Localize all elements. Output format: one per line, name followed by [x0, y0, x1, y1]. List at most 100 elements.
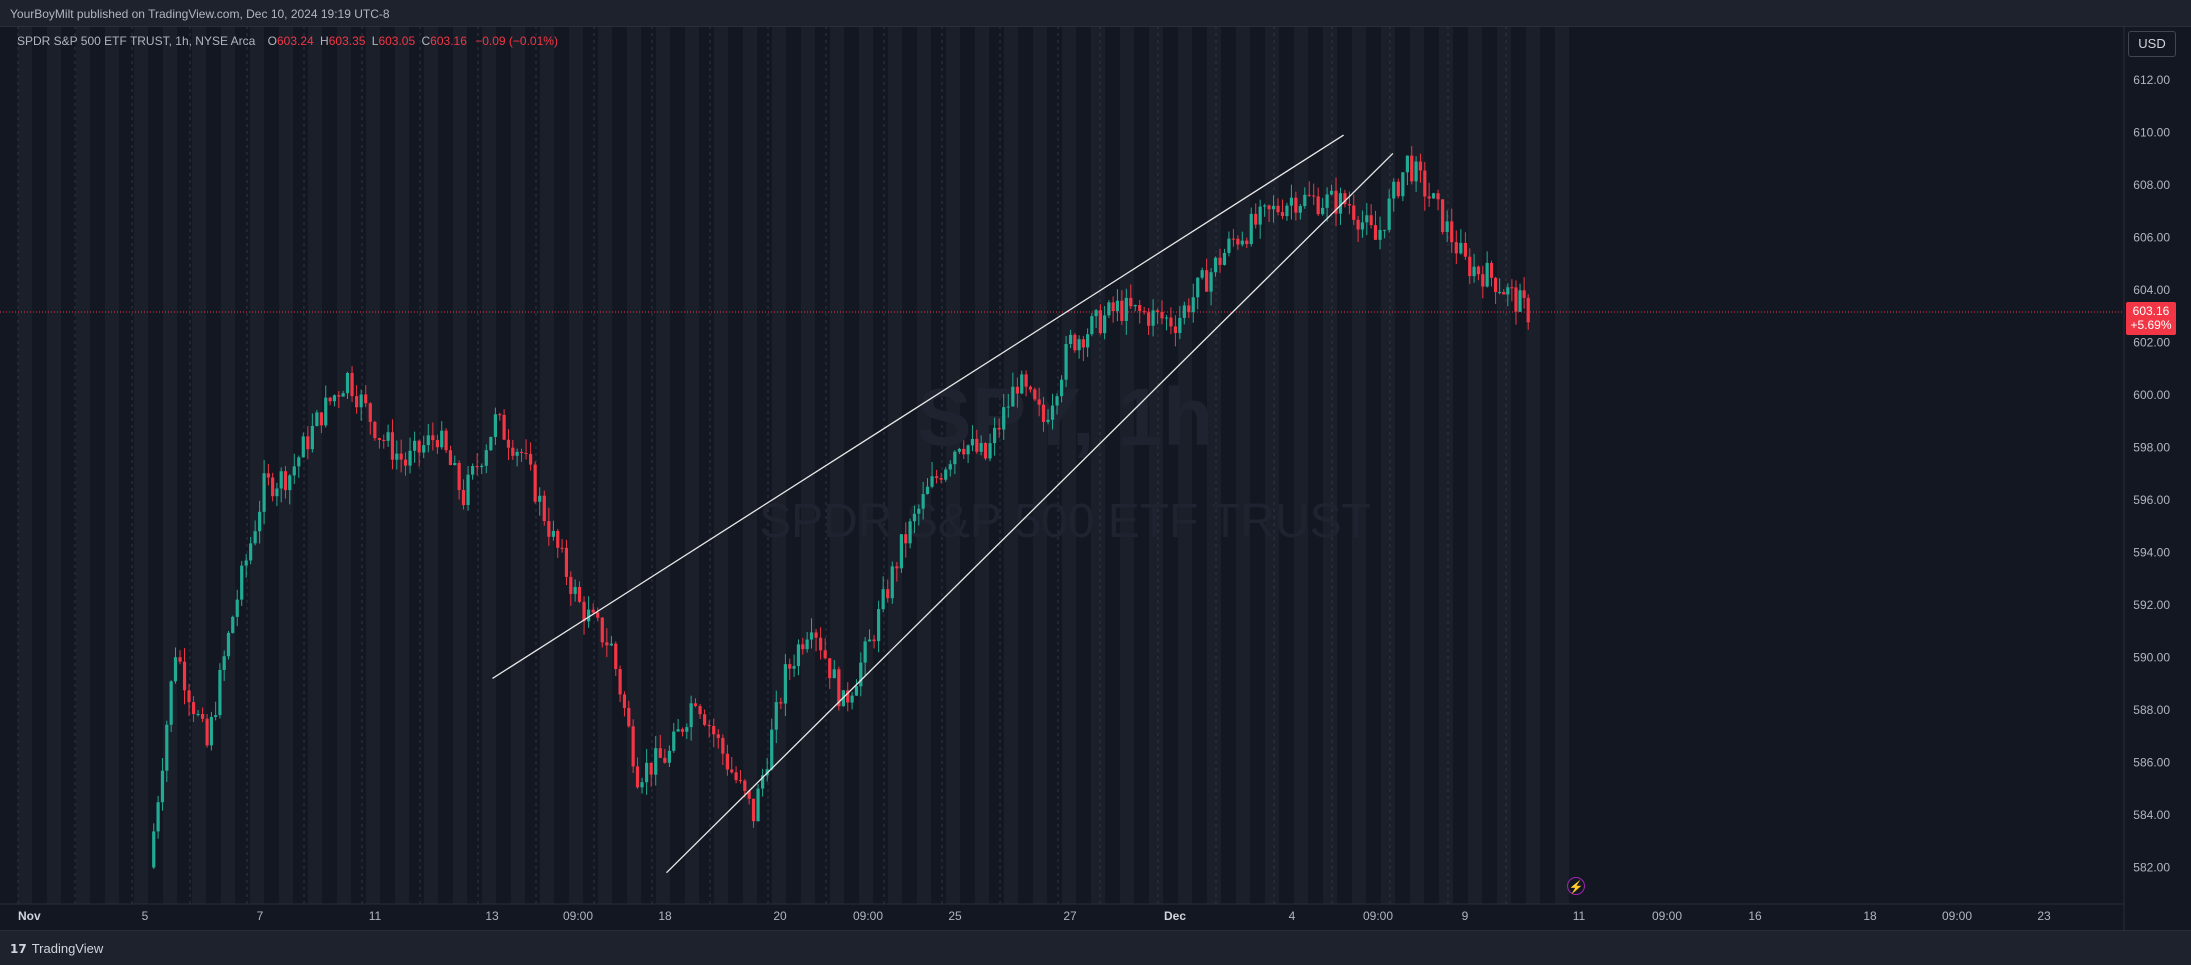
- candle-body: [957, 448, 961, 452]
- candle-body: [262, 473, 266, 512]
- candle-body: [1369, 215, 1373, 226]
- candle-body: [1015, 386, 1019, 394]
- candle-body: [1445, 221, 1449, 232]
- candle-body: [187, 690, 191, 703]
- price-axis[interactable]: 582.00 584.00 586.00 588.00 590.00 592.00 594.…: [2133, 73, 2170, 875]
- session-band: [1468, 26, 1482, 904]
- candle-body: [1396, 181, 1400, 197]
- candle-body: [182, 661, 187, 691]
- session-band: [221, 26, 235, 904]
- bottom-bar: 17 TradingView: [0, 930, 2191, 965]
- candle-body: [196, 713, 200, 715]
- session-band: [1294, 26, 1308, 904]
- candle-body: [854, 686, 859, 696]
- session-band: [47, 26, 61, 904]
- candle-body: [796, 644, 801, 667]
- candle-body: [1489, 262, 1494, 278]
- candle-body: [631, 726, 635, 767]
- candle-body: [1463, 242, 1467, 257]
- trendline-lower[interactable]: [666, 152, 1394, 874]
- session-band: [975, 26, 989, 904]
- session-band: [1207, 26, 1221, 904]
- candle-body: [533, 464, 537, 502]
- lightning-icon[interactable]: ⚡: [1567, 877, 1585, 895]
- candle-body: [165, 724, 169, 771]
- candle-body: [846, 690, 850, 703]
- time-axis[interactable]: Nov 5 7 11 13 09:00 18 20 09:00 25 27 Dec 4 09:00 9 11 0…: [18, 909, 2051, 923]
- candle-body: [1392, 181, 1396, 199]
- candle-body: [1050, 405, 1055, 420]
- tradingview-brand[interactable]: 17 TradingView: [10, 941, 103, 956]
- candle-body: [993, 427, 997, 444]
- candle-body: [1081, 339, 1085, 348]
- candles: [152, 146, 1530, 870]
- candle-body: [614, 643, 618, 670]
- session-band: [1410, 26, 1424, 904]
- candle-body: [1147, 312, 1151, 326]
- candle-body: [258, 511, 262, 532]
- candle-body: [551, 530, 555, 537]
- candle-body: [1329, 190, 1334, 195]
- candle-body: [770, 729, 774, 770]
- candle-body: [1510, 287, 1514, 289]
- time-tick-label: Nov: [18, 909, 41, 923]
- candle-body: [703, 714, 707, 725]
- trendline-upper[interactable]: [492, 134, 1344, 679]
- candle-body: [921, 494, 925, 509]
- candle-body: [1164, 317, 1169, 319]
- candle-body: [596, 612, 600, 618]
- candle-body: [1338, 193, 1343, 214]
- candle-body: [1020, 374, 1024, 394]
- candle-body: [205, 718, 209, 746]
- candle-body: [1006, 406, 1010, 408]
- candle-body: [377, 438, 381, 440]
- candle-body: [1312, 195, 1316, 197]
- candle-body: [1187, 305, 1191, 313]
- candle-body: [1173, 326, 1177, 334]
- candle-body: [489, 436, 493, 451]
- candle-body: [988, 443, 992, 459]
- candle-body: [734, 772, 738, 781]
- candle-body: [160, 770, 165, 803]
- time-tick-label: 5: [142, 909, 149, 923]
- candle-body: [364, 394, 368, 404]
- time-tick-label: 09:00: [1363, 909, 1393, 923]
- candle-body: [1138, 305, 1142, 312]
- candle-body: [622, 694, 627, 708]
- last-price-change: +5.69%: [2130, 318, 2172, 332]
- candle-body: [332, 395, 337, 402]
- candle-body: [805, 639, 809, 650]
- candle-body: [515, 451, 519, 456]
- candle-body: [743, 780, 747, 791]
- candle-body: [156, 802, 160, 832]
- candle-body: [712, 725, 716, 735]
- currency-button[interactable]: USD: [2128, 31, 2176, 57]
- candle-body: [1387, 198, 1391, 230]
- session-band: [1149, 26, 1163, 904]
- candle-body: [1365, 215, 1369, 223]
- candle-body: [1182, 305, 1186, 318]
- candle-body: [645, 762, 649, 783]
- candle-body: [466, 474, 470, 506]
- candle-body: [328, 397, 332, 402]
- candle-body: [214, 715, 218, 717]
- candle-body: [1245, 240, 1249, 245]
- price-tick-label: 608.00: [2133, 178, 2170, 192]
- candle-body: [890, 566, 894, 599]
- candle-body: [319, 412, 323, 426]
- watermark: SPY, 1h SPDR S&P 500 ETF TRUST: [759, 372, 1371, 548]
- session-band: [76, 26, 90, 904]
- candle-body: [1307, 194, 1311, 196]
- time-tick-label: 09:00: [563, 909, 593, 923]
- symbol-legend[interactable]: SPDR S&P 500 ETF TRUST, 1h, NYSE Arca O6…: [17, 34, 558, 48]
- candle-body: [355, 396, 359, 408]
- candle-body: [231, 616, 235, 633]
- candle-body: [1485, 262, 1489, 287]
- candle-body: [373, 421, 377, 439]
- candle-body: [1294, 197, 1298, 213]
- candle-body: [1360, 222, 1365, 230]
- candle-body: [970, 438, 975, 446]
- candle-body: [529, 453, 533, 465]
- candle-body: [1518, 290, 1522, 312]
